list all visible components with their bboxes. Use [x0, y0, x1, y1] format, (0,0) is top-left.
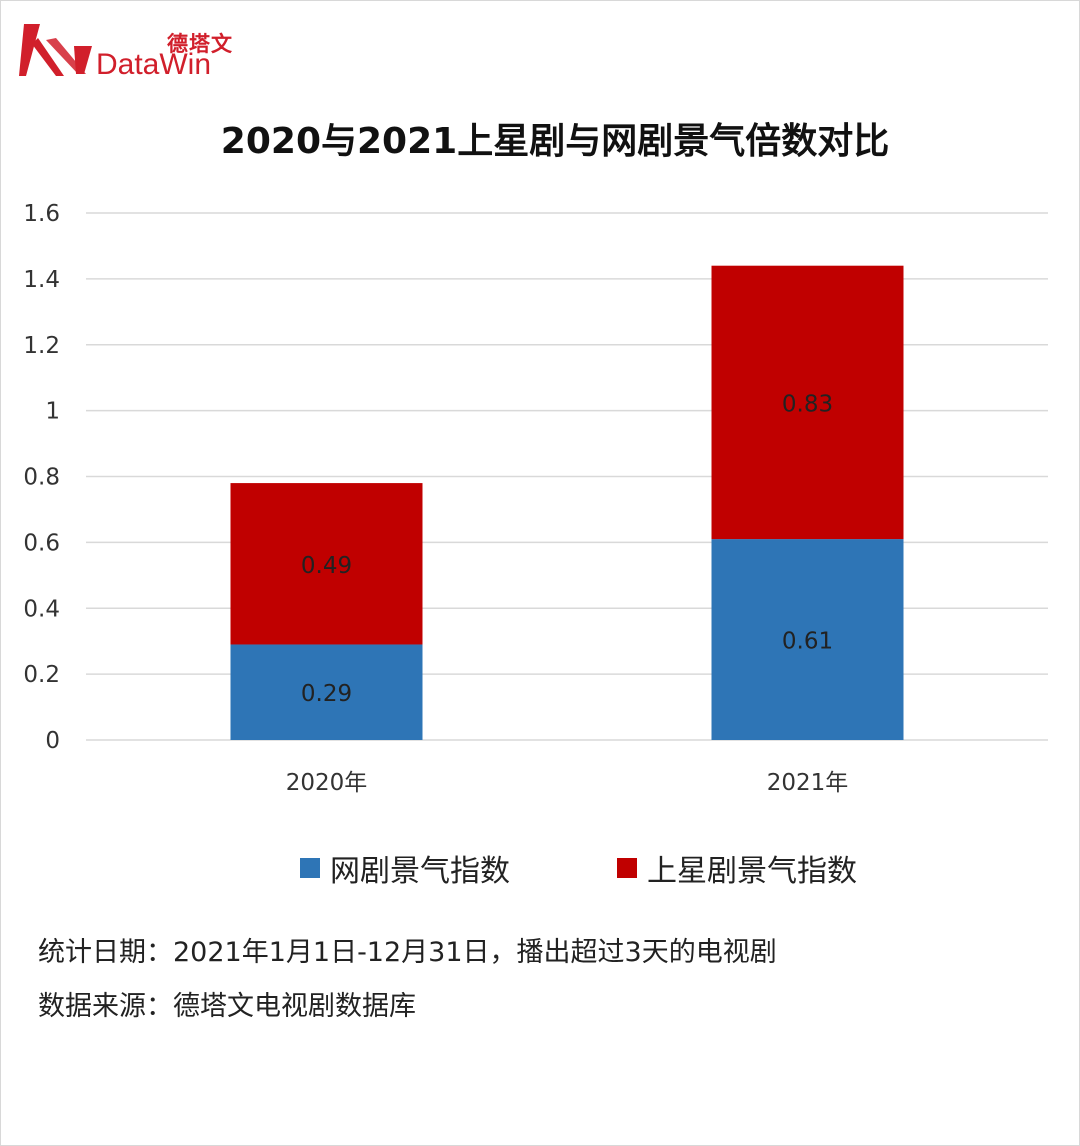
bar-segment: [230, 644, 423, 740]
datawin-logo-mark-icon: [19, 24, 92, 76]
datawin-logo: [16, 16, 236, 86]
legend-item-web: 网剧景气指数: [300, 846, 510, 890]
stat-period-note: 统计日期：2021年1月1日-12月31日，播出超过3天的电视剧: [38, 937, 777, 968]
stacked-bar-chart: 0 0.2 0.4 0.6 0.8 1 1.2 1.4 1.6 0.29 0.49 2020年 0.61…: [23, 201, 1048, 796]
chart-legend: 网剧景气指数 上星剧景气指数: [0, 846, 1080, 890]
x-tick-label: 2020年: [286, 770, 368, 796]
logo-text-en: DataWin: [96, 48, 212, 81]
legend-item-tv: 上星剧景气指数: [617, 846, 857, 890]
y-tick-label: 0.8: [23, 465, 60, 491]
data-label: 0.61: [782, 629, 833, 655]
y-tick-label: 1.2: [23, 333, 60, 359]
y-tick-label: 0.6: [23, 530, 60, 556]
legend-label-web: 网剧景气指数: [330, 854, 510, 889]
legend-label-tv: 上星剧景气指数: [647, 854, 857, 889]
y-tick-label: 1.4: [23, 267, 60, 293]
data-label: 0.83: [782, 391, 833, 417]
y-tick-label: 0: [45, 728, 60, 754]
bar-segment: [711, 539, 904, 740]
data-source-note: 数据来源：德塔文电视剧数据库: [38, 991, 416, 1022]
legend-swatch-tv: [617, 858, 637, 878]
legend-swatch-web: [300, 858, 320, 878]
logo-text-cn: 德塔文: [167, 32, 233, 56]
data-label: 0.49: [301, 553, 352, 579]
y-tick-label: 1: [45, 399, 60, 425]
y-tick-label: 0.2: [23, 662, 60, 688]
bar-segment: [711, 265, 904, 540]
chart-title: 2020与2021上星剧与网剧景气倍数对比: [220, 121, 890, 162]
y-tick-label: 0.4: [23, 596, 60, 622]
y-tick-label: 1.6: [23, 201, 60, 227]
bar-segment: [230, 483, 423, 645]
x-tick-label: 2021年: [767, 770, 849, 796]
data-label: 0.29: [301, 681, 352, 707]
